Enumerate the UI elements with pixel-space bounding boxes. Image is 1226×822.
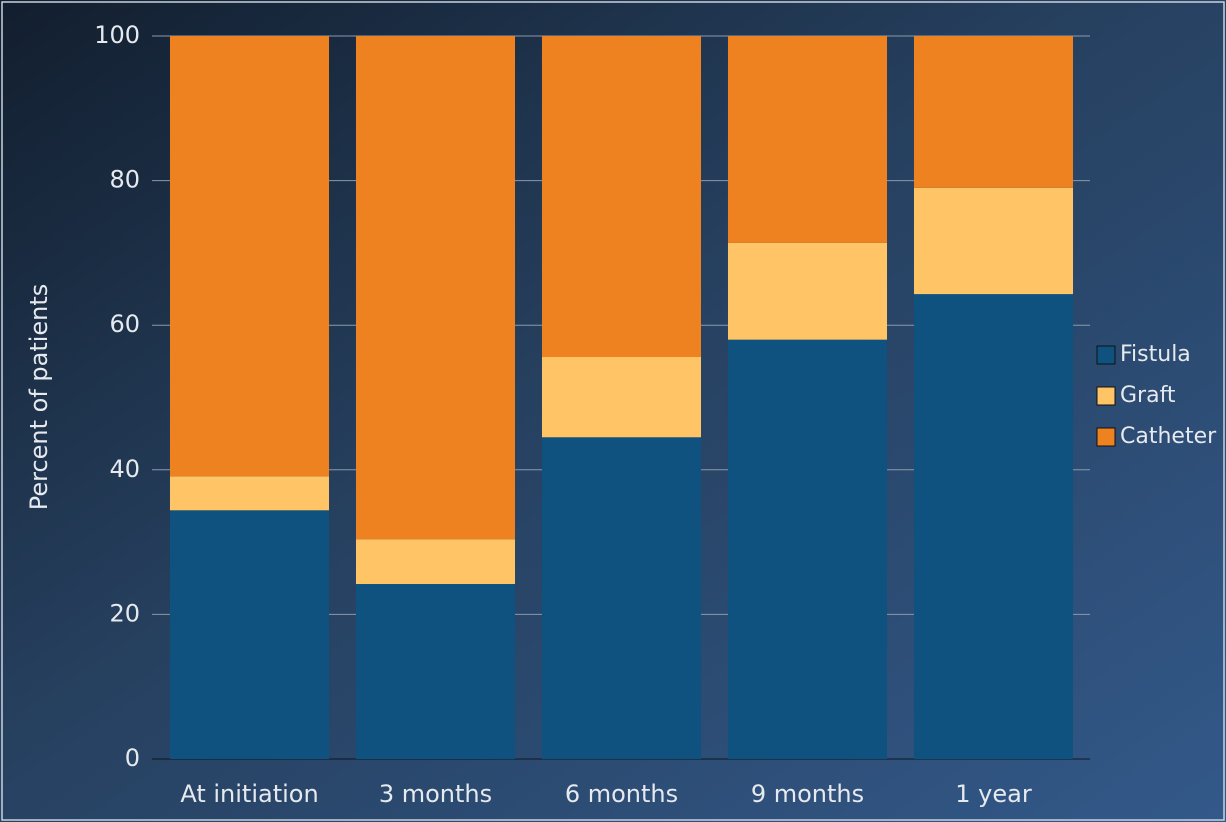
legend-swatch bbox=[1096, 427, 1116, 447]
bar-segment bbox=[169, 476, 330, 511]
labels: 0 20 40 60 80 100 At initiation 3 months 6 month… bbox=[94, 21, 1217, 808]
y-tick-label: 100 bbox=[94, 21, 140, 49]
bar-segment bbox=[355, 539, 516, 585]
bar-segment bbox=[913, 294, 1074, 759]
bar-segment bbox=[541, 357, 702, 438]
legend-label: Fistula bbox=[1120, 342, 1191, 367]
x-tick-label: 1 year bbox=[955, 780, 1032, 808]
bars bbox=[169, 36, 1074, 759]
x-tick-label: 3 months bbox=[379, 780, 492, 808]
bar-segment bbox=[541, 36, 702, 358]
bar-segment bbox=[541, 437, 702, 759]
legend-swatch bbox=[1096, 345, 1116, 365]
y-tick-label: 80 bbox=[109, 166, 140, 194]
y-tick-label: 60 bbox=[109, 310, 140, 338]
bar-segment bbox=[169, 36, 330, 477]
x-tick-label: At initiation bbox=[180, 780, 318, 808]
legend-label: Catheter bbox=[1120, 424, 1217, 449]
y-tick-label: 20 bbox=[109, 599, 140, 627]
bar-segment bbox=[727, 36, 888, 243]
bar-segment bbox=[169, 510, 330, 759]
bar-segment bbox=[727, 242, 888, 340]
bar-segment bbox=[913, 187, 1074, 295]
y-tick-label: 0 bbox=[125, 744, 140, 772]
y-axis-label: Percent of patients bbox=[25, 284, 53, 511]
bar-segment bbox=[913, 36, 1074, 188]
y-tick-label: 40 bbox=[109, 455, 140, 483]
legend-swatch bbox=[1096, 386, 1116, 406]
bar-segment bbox=[727, 339, 888, 759]
bar-segment bbox=[355, 584, 516, 759]
bar-segment bbox=[355, 36, 516, 540]
x-tick-label: 9 months bbox=[751, 780, 864, 808]
x-tick-label: 6 months bbox=[565, 780, 678, 808]
legend-label: Graft bbox=[1120, 383, 1176, 408]
